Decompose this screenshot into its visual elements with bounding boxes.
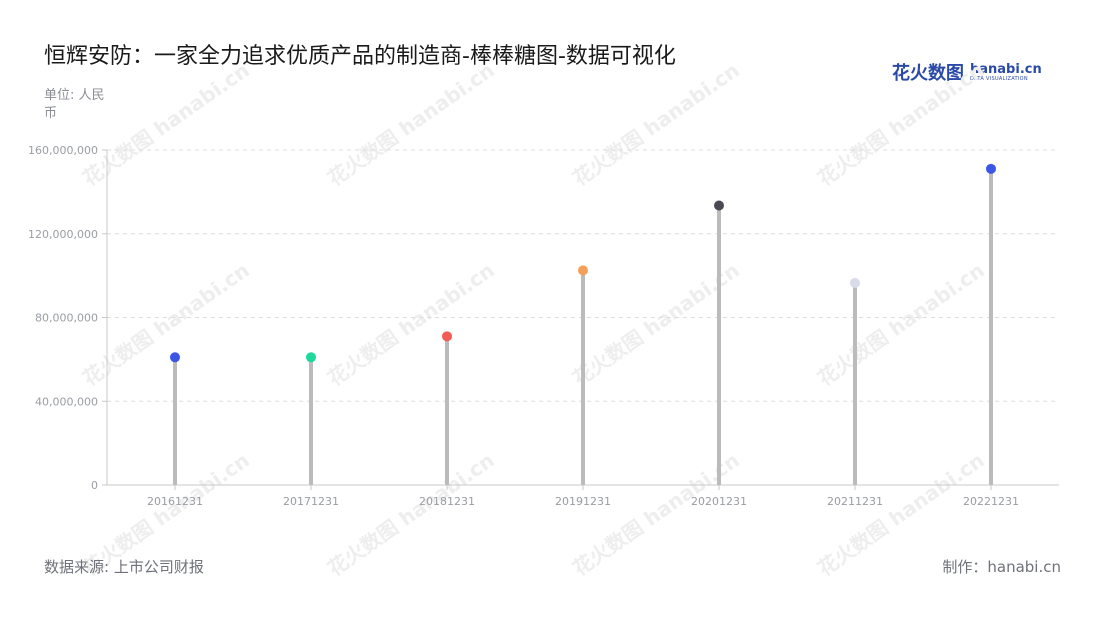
credit-text: 制作：hanabi.cn <box>942 558 1061 576</box>
y-tick-label: 0 <box>91 479 98 492</box>
lollipop-dot <box>850 277 860 288</box>
x-tick-label: 20211231 <box>827 495 883 508</box>
y-tick-label: 160,000,000 <box>28 144 98 157</box>
lollipop-dot <box>442 331 452 342</box>
unit-label: 单位: 人民币 <box>44 88 105 121</box>
y-tick-label: 80,000,000 <box>35 312 98 325</box>
lollipop-dot <box>306 352 316 363</box>
brand-logo: 花火数图 hanabi.cn DATA VISUALIZATION <box>892 60 1042 85</box>
logo-en-block: hanabi.cn DATA VISUALIZATION <box>970 63 1042 82</box>
lollipop-dot <box>578 265 588 276</box>
x-tick-label: 20201231 <box>691 495 747 508</box>
y-tick-label: 40,000,000 <box>35 395 98 408</box>
lollipop-dot <box>986 163 996 174</box>
x-tick-label: 20191231 <box>555 495 611 508</box>
data-source: 数据来源: 上市公司财报 <box>44 558 204 576</box>
lollipop-dot <box>170 352 180 363</box>
logo-cn-text: 花火数图 <box>892 63 964 84</box>
x-tick-label: 20171231 <box>283 495 339 508</box>
x-tick-label: 20221231 <box>963 495 1019 508</box>
chart-title: 恒辉安防：一家全力追求优质产品的制造商-棒棒糖图-数据可视化 <box>44 44 676 69</box>
y-tick-label: 120,000,000 <box>28 228 98 241</box>
x-tick-label: 20161231 <box>147 495 203 508</box>
lollipop-dot <box>714 200 724 211</box>
x-tick-label: 20181231 <box>419 495 475 508</box>
logo-sub-text: DATA VISUALIZATION <box>970 75 1028 82</box>
logo-en-text: hanabi.cn <box>970 61 1042 77</box>
